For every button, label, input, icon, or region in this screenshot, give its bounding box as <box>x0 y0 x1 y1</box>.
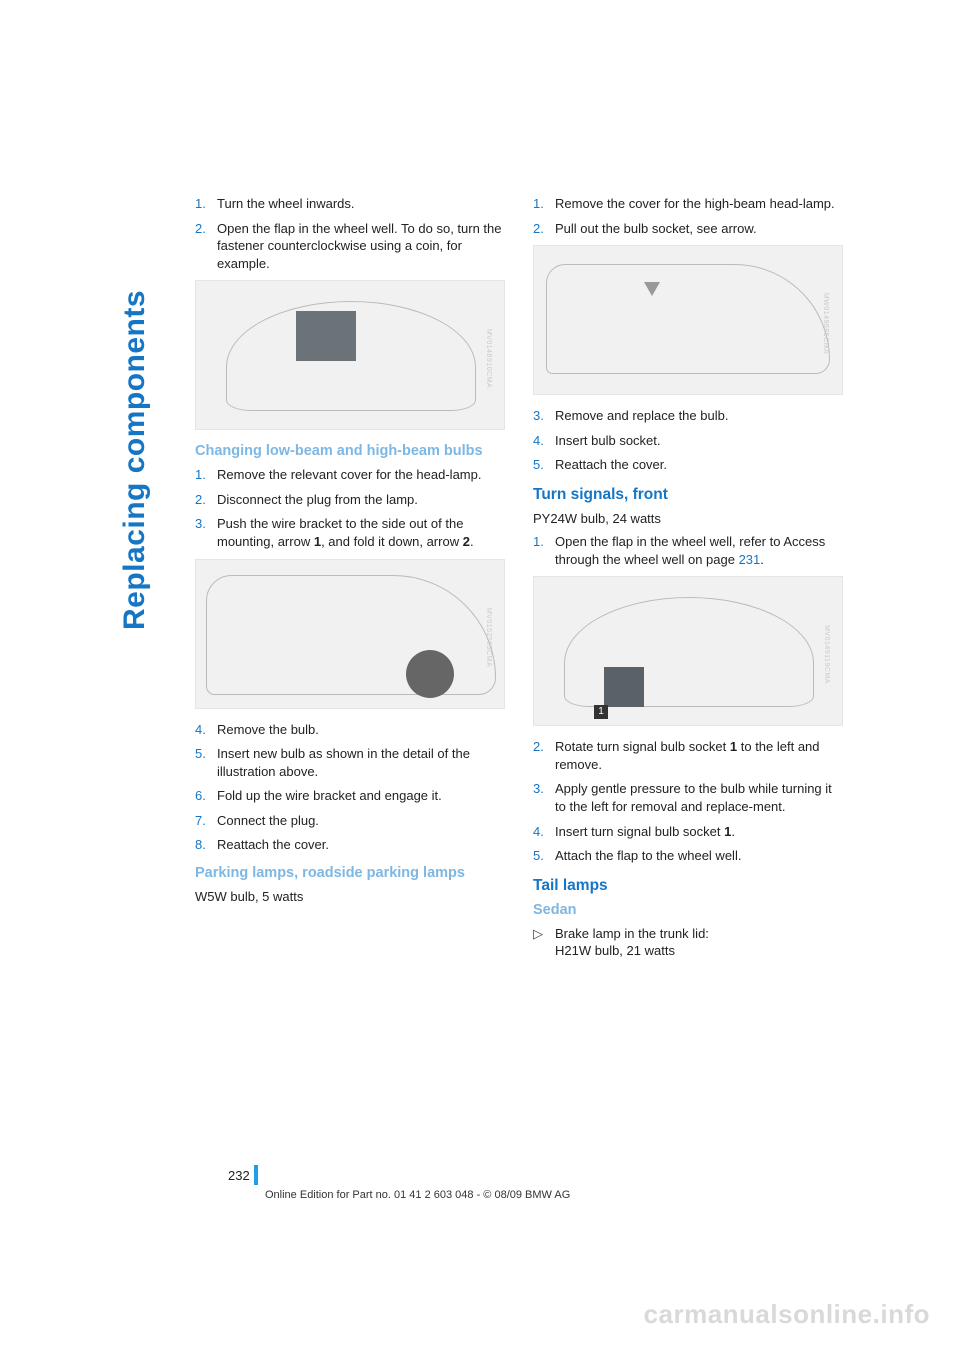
figure-code: MV0152565CMA <box>485 607 492 666</box>
list-number: 3. <box>533 780 555 815</box>
heading-sedan: Sedan <box>533 901 843 919</box>
list-text: Remove and replace the bulb. <box>555 407 843 425</box>
left-column: 1. Turn the wheel inwards. 2. Open the f… <box>195 195 505 966</box>
list-text: Attach the flap to the wheel well. <box>555 847 843 865</box>
figure-code: MW0149685CMA <box>822 293 829 354</box>
figure-turn-signal-socket: 1 MV0149119CMA <box>533 576 843 726</box>
list-item: 1. Remove the cover for the high-beam he… <box>533 195 843 213</box>
heading-tail-lamps: Tail lamps <box>533 877 843 895</box>
watermark: carmanualsonline.info <box>644 1299 930 1330</box>
list-number: 1. <box>195 195 217 213</box>
list-number: 2. <box>533 220 555 238</box>
list-text: Reattach the cover. <box>217 836 505 854</box>
content-columns: 1. Turn the wheel inwards. 2. Open the f… <box>195 195 845 966</box>
list-item: 4. Insert bulb socket. <box>533 432 843 450</box>
list-text: Connect the plug. <box>217 812 505 830</box>
list-item: 3. Push the wire bracket to the side out… <box>195 515 505 550</box>
list-number: 4. <box>195 721 217 739</box>
list-number: 7. <box>195 812 217 830</box>
list-number: 1. <box>533 533 555 568</box>
list-text: Remove the bulb. <box>217 721 505 739</box>
list-number: 3. <box>195 515 217 550</box>
bold-ref: 2 <box>463 534 470 549</box>
list-item: 5. Insert new bulb as shown in the detai… <box>195 745 505 780</box>
list-item: 7. Connect the plug. <box>195 812 505 830</box>
text-part: Insert turn signal bulb socket <box>555 824 724 839</box>
page-number: 232 <box>228 1168 250 1183</box>
list-number: 5. <box>533 847 555 865</box>
list-text: Disconnect the plug from the lamp. <box>217 491 505 509</box>
bullet-text: Brake lamp in the trunk lid: H21W bulb, … <box>555 925 709 960</box>
list-item: 2. Disconnect the plug from the lamp. <box>195 491 505 509</box>
list-item: 3. Apply gentle pressure to the bulb whi… <box>533 780 843 815</box>
list-number: 1. <box>533 195 555 213</box>
figure-code: MV0148910CMA <box>485 329 492 388</box>
text-part: Rotate turn signal bulb socket <box>555 739 730 754</box>
list-item: 1. Remove the relevant cover for the hea… <box>195 466 505 484</box>
list-item: 4. Insert turn signal bulb socket 1. <box>533 823 843 841</box>
list-text: Open the flap in the wheel well, refer t… <box>555 533 843 568</box>
heading-turn-signals: Turn signals, front <box>533 486 843 504</box>
list-number: 1. <box>195 466 217 484</box>
list-item: 2. Pull out the bulb socket, see arrow. <box>533 220 843 238</box>
list-number: 2. <box>195 220 217 273</box>
text-part: , and fold it down, arrow <box>321 534 463 549</box>
list-item: 1. Turn the wheel inwards. <box>195 195 505 213</box>
list-text: Open the flap in the wheel well. To do s… <box>217 220 505 273</box>
heading-low-high-beam: Changing low-beam and high-beam bulbs <box>195 442 505 460</box>
list-number: 2. <box>533 738 555 773</box>
list-text: Insert bulb socket. <box>555 432 843 450</box>
right-column: 1. Remove the cover for the high-beam he… <box>533 195 843 966</box>
bold-ref: 1 <box>314 534 321 549</box>
footer-text: Online Edition for Part no. 01 41 2 603 … <box>265 1189 570 1201</box>
figure-headlamp-bracket: MV0152565CMA <box>195 559 505 709</box>
list-text: Fold up the wire bracket and engage it. <box>217 787 505 805</box>
side-section-title: Replacing components <box>118 290 152 630</box>
list-item: 4. Remove the bulb. <box>195 721 505 739</box>
bullet-item: ▷ Brake lamp in the trunk lid: H21W bulb… <box>533 925 843 960</box>
list-text: Remove the cover for the high-beam head-… <box>555 195 843 213</box>
bullet-marker-icon: ▷ <box>533 925 555 960</box>
list-text: Remove the relevant cover for the head-l… <box>217 466 505 484</box>
list-number: 5. <box>533 456 555 474</box>
list-text: Apply gentle pressure to the bulb while … <box>555 780 843 815</box>
text-part: Open the flap in the wheel well, refer t… <box>555 534 825 567</box>
list-text: Insert turn signal bulb socket 1. <box>555 823 843 841</box>
list-number: 3. <box>533 407 555 425</box>
list-item: 5. Reattach the cover. <box>533 456 843 474</box>
page-number-bar-icon <box>254 1165 258 1185</box>
list-text: Push the wire bracket to the side out of… <box>217 515 505 550</box>
list-number: 5. <box>195 745 217 780</box>
list-item: 1. Open the flap in the wheel well, refe… <box>533 533 843 568</box>
page-number-block: 232 <box>228 1165 258 1185</box>
list-number: 8. <box>195 836 217 854</box>
list-number: 4. <box>533 823 555 841</box>
spec-parking: W5W bulb, 5 watts <box>195 888 505 906</box>
list-item: 3. Remove and replace the bulb. <box>533 407 843 425</box>
list-number: 6. <box>195 787 217 805</box>
list-text: Reattach the cover. <box>555 456 843 474</box>
page-link[interactable]: 231 <box>739 552 761 567</box>
list-item: 8. Reattach the cover. <box>195 836 505 854</box>
figure-wheel-well-flap: MV0148910CMA <box>195 280 505 430</box>
list-text: Turn the wheel inwards. <box>217 195 505 213</box>
list-number: 4. <box>533 432 555 450</box>
list-item: 6. Fold up the wire bracket and engage i… <box>195 787 505 805</box>
list-item: 2. Open the flap in the wheel well. To d… <box>195 220 505 273</box>
text-part: . <box>731 824 735 839</box>
text-line: H21W bulb, 21 watts <box>555 943 675 958</box>
heading-parking-lamps: Parking lamps, roadside parking lamps <box>195 864 505 882</box>
figure-code: MV0149119CMA <box>823 625 830 684</box>
list-number: 2. <box>195 491 217 509</box>
list-text: Rotate turn signal bulb socket 1 to the … <box>555 738 843 773</box>
list-text: Pull out the bulb socket, see arrow. <box>555 220 843 238</box>
text-line: Brake lamp in the trunk lid: <box>555 926 709 941</box>
list-text: Insert new bulb as shown in the detail o… <box>217 745 505 780</box>
list-item: 5. Attach the flap to the wheel well. <box>533 847 843 865</box>
figure-bulb-socket: MW0149685CMA <box>533 245 843 395</box>
text-part: . <box>470 534 474 549</box>
spec-turn: PY24W bulb, 24 watts <box>533 510 843 528</box>
text-part: . <box>760 552 764 567</box>
list-item: 2. Rotate turn signal bulb socket 1 to t… <box>533 738 843 773</box>
